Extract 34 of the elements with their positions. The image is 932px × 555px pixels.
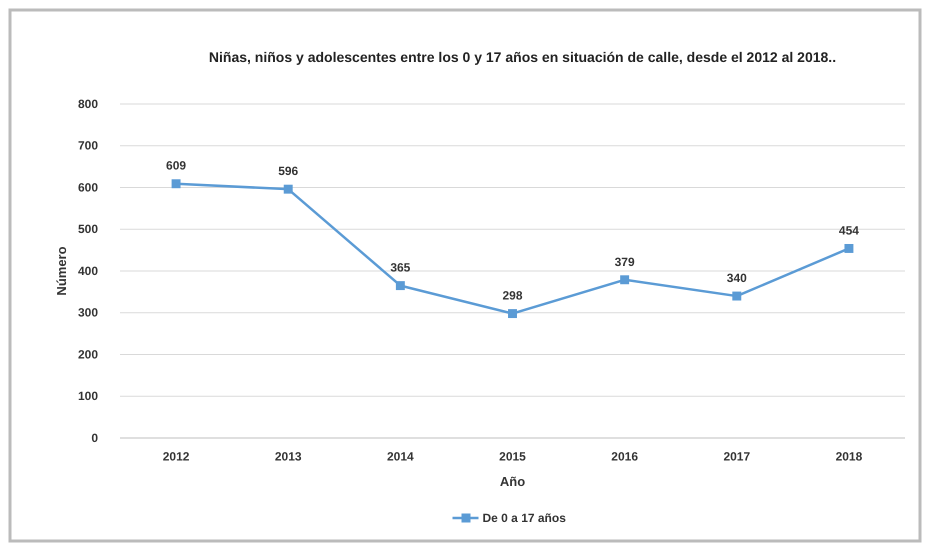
data-label: 340 (726, 271, 748, 286)
y-tick-label: 600 (78, 180, 98, 194)
y-tick-label: 200 (78, 347, 98, 362)
point (396, 281, 405, 290)
y-axis-title: Número (54, 246, 69, 296)
chart-title: Niñas, niños y adolescentes entre los 0 y 17 años en situación de calle, desde el 2012 al 2018.. (208, 49, 836, 65)
x-axis-title: Año (500, 474, 526, 489)
x-tick-label: 2016 (611, 450, 638, 464)
point (844, 244, 854, 253)
data-label: 298 (502, 288, 523, 303)
x-tick-label: 2013 (274, 450, 302, 464)
y-tick-label: 100 (78, 389, 98, 404)
y-tick-label: 500 (78, 222, 98, 236)
data-label: 454 (838, 223, 860, 238)
x-tick-label: 2012 (162, 450, 190, 464)
point (172, 179, 181, 188)
x-tick-label: 2014 (387, 450, 414, 464)
data-label: 609 (166, 158, 186, 173)
x-tick-label: 2015 (499, 450, 526, 464)
point (732, 292, 742, 301)
legend-label: De 0 a 17 años (482, 511, 566, 525)
point (284, 184, 293, 194)
y-tick-label: 400 (78, 264, 98, 278)
y-tick-label: 800 (78, 96, 98, 111)
point (620, 275, 630, 284)
y-tick-label: 700 (78, 138, 98, 153)
x-tick-label: 2018 (836, 450, 863, 464)
x-tick-label: 2017 (723, 450, 750, 464)
y-tick-label: 300 (78, 306, 98, 320)
data-label: 596 (278, 164, 299, 178)
data-label: 365 (390, 260, 411, 275)
point (508, 309, 517, 318)
y-tick-label: 0 (91, 430, 98, 445)
data-label: 379 (614, 254, 635, 269)
